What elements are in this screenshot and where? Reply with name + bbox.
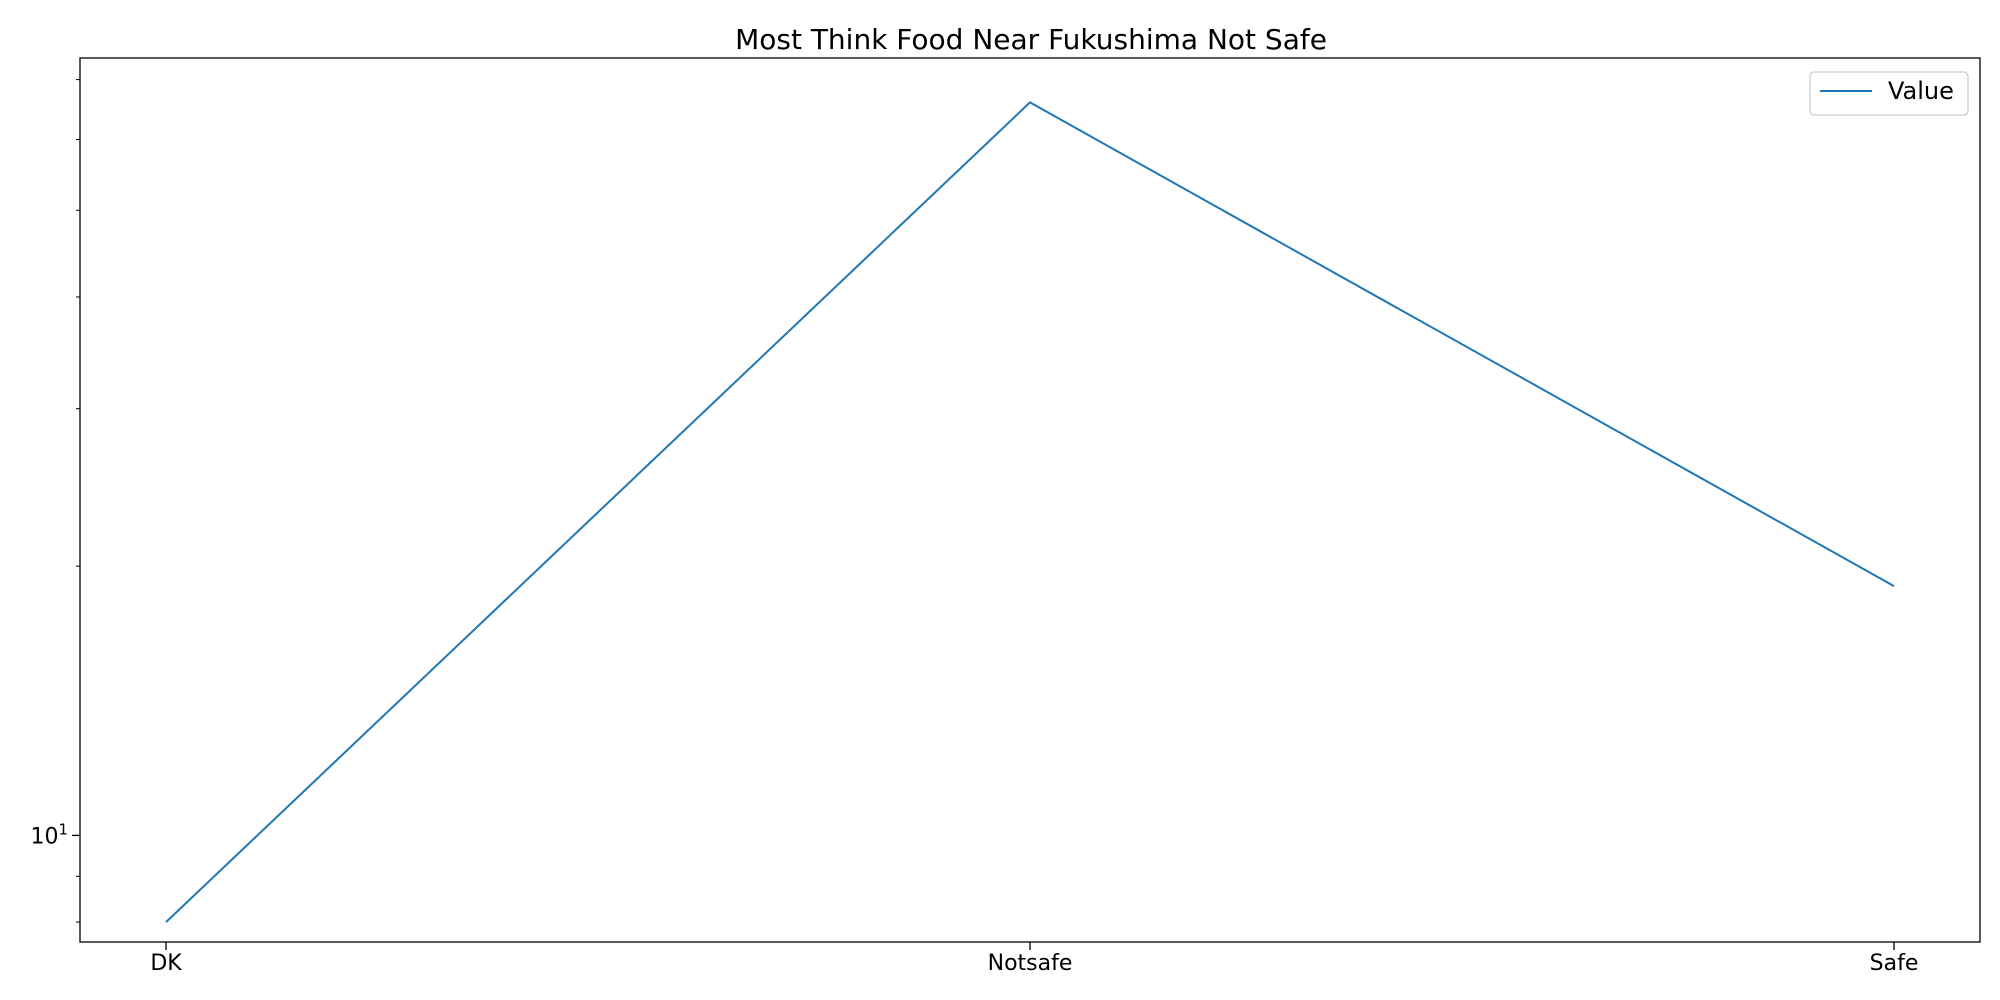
y-axis-ticks: 101	[30, 79, 80, 923]
y-tick-label: 101	[30, 820, 68, 849]
x-tick-label: DK	[150, 951, 182, 976]
series-line-value	[165, 101, 1895, 923]
x-tick-label: Notsafe	[988, 951, 1073, 976]
legend-box	[1809, 71, 1969, 116]
x-tick-label: Safe	[1870, 951, 1919, 976]
chart-title: Most Think Food Near Fukushima Not Safe	[735, 23, 1327, 56]
plot-area	[79, 57, 1981, 943]
x-axis-ticks: DK Notsafe Safe	[150, 942, 1918, 976]
legend: Value	[1809, 71, 1969, 116]
legend-label: Value	[1888, 77, 1954, 105]
